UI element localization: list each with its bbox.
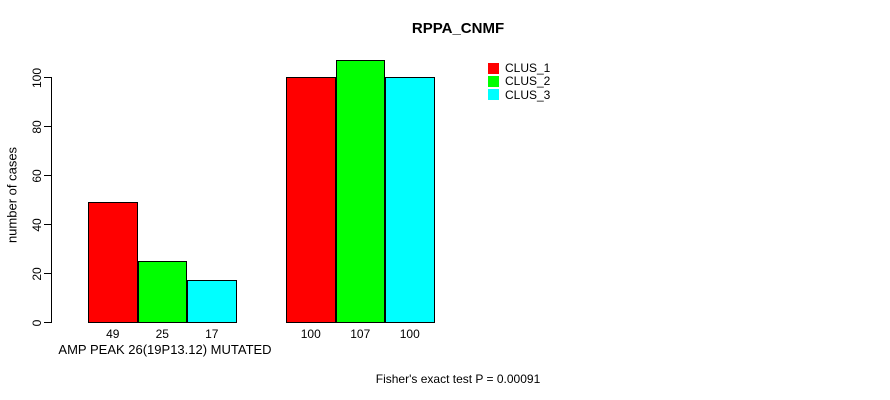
y-axis-line [51, 77, 52, 323]
y-axis-tick-label: 60 [30, 168, 44, 183]
legend-swatch-icon [488, 62, 499, 74]
y-axis-tick-label: 80 [30, 119, 44, 134]
legend-item-clus_1: CLUS_1 [488, 62, 550, 74]
y-axis-tick [44, 175, 52, 176]
legend-item-clus_3: CLUS_3 [488, 89, 550, 101]
y-axis-tick [44, 224, 52, 225]
y-axis-tick-label: 100 [30, 67, 44, 88]
bar-value-label: 107 [350, 327, 371, 341]
bar-value-label: 49 [106, 327, 120, 341]
footer-pvalue: Fisher's exact test P = 0.00091 [375, 372, 541, 386]
y-axis-tick [44, 322, 52, 323]
bar-value-label: 25 [155, 327, 169, 341]
y-axis-tick [44, 126, 52, 127]
bar-clus_3-group1 [187, 280, 237, 323]
legend-swatch-icon [488, 75, 499, 87]
bar-clus_2-group2 [335, 59, 385, 323]
bar-value-label: 100 [300, 327, 321, 341]
y-axis-tick-label: 40 [30, 217, 44, 232]
bar-clus_3-group2 [385, 77, 435, 323]
legend-label: CLUS_3 [505, 87, 551, 102]
bar-clus_1-group1 [88, 201, 138, 323]
y-axis-tick [44, 77, 52, 78]
legend-item-clus_2: CLUS_2 [488, 75, 550, 87]
bar-clus_1-group2 [286, 77, 336, 323]
legend-label: CLUS_1 [505, 61, 551, 75]
legend-swatch-icon [488, 89, 499, 101]
y-axis-tick [44, 273, 52, 274]
bar-value-label: 100 [399, 327, 420, 341]
y-axis-tick-label: 0 [30, 319, 44, 326]
y-axis-label: number of cases [4, 146, 20, 244]
chart-title: RPPA_CNMF [411, 20, 505, 37]
bar-clus_2-group1 [137, 260, 187, 323]
x-axis-group-label: AMP PEAK 26(19P13.12) MUTATED [58, 342, 272, 357]
legend-label: CLUS_2 [505, 74, 551, 89]
bar-value-label: 17 [205, 327, 219, 341]
y-axis-tick-label: 20 [30, 266, 44, 281]
